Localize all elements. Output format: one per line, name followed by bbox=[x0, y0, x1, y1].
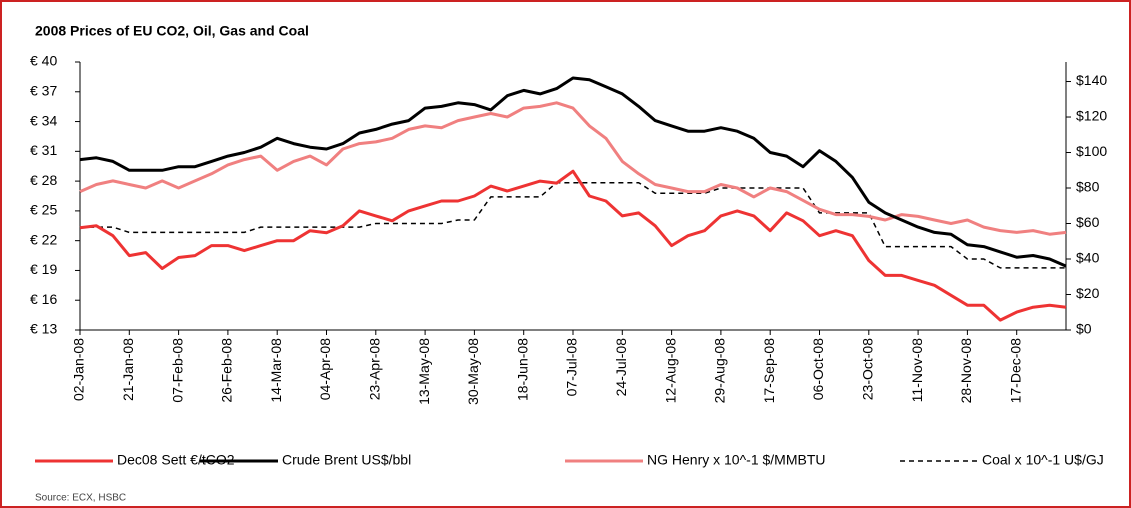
x-tick-label: 06-Oct-08 bbox=[810, 338, 826, 400]
x-tick-label: 13-May-08 bbox=[416, 338, 432, 405]
y-tick-label: € 34 bbox=[30, 112, 57, 128]
y2-tick-label: $100 bbox=[1076, 143, 1107, 159]
y2-tick-label: $60 bbox=[1076, 214, 1100, 230]
x-tick-label: 11-Nov-08 bbox=[909, 338, 925, 403]
x-tick-label: 18-Jun-08 bbox=[514, 338, 530, 401]
source: Source: ECX, HSBC bbox=[35, 493, 126, 504]
y2-tick-label: $20 bbox=[1076, 285, 1100, 301]
y-tick-label: € 40 bbox=[30, 53, 57, 69]
legend-label: Dec08 Sett €/tCO2 bbox=[117, 452, 235, 468]
x-tick-label: 02-Jan-08 bbox=[71, 338, 87, 401]
series-line bbox=[79, 169, 1067, 322]
y-tick-label: € 37 bbox=[30, 82, 57, 98]
x-tick-label: 30-May-08 bbox=[465, 338, 481, 405]
x-tick-label: 29-Aug-08 bbox=[712, 338, 728, 404]
y-tick-label: € 19 bbox=[30, 261, 57, 277]
y2-tick-label: $40 bbox=[1076, 250, 1100, 266]
legend-label: Coal x 10^-1 U$/GJ bbox=[982, 452, 1104, 468]
y2-tick-label: $0 bbox=[1076, 321, 1092, 337]
legend-label: NG Henry x 10^-1 $/MMBTU bbox=[647, 452, 826, 468]
series-line bbox=[80, 181, 1066, 269]
x-tick-label: 04-Apr-08 bbox=[317, 338, 333, 400]
x-tick-label: 12-Aug-08 bbox=[662, 338, 678, 404]
y-tick-label: € 13 bbox=[30, 321, 57, 337]
y-tick-label: € 28 bbox=[30, 172, 57, 188]
y2-tick-label: $120 bbox=[1076, 108, 1107, 124]
y-tick-label: € 16 bbox=[30, 291, 57, 307]
x-tick-label: 07-Jul-08 bbox=[564, 338, 580, 397]
x-tick-label: 23-Apr-08 bbox=[367, 338, 383, 400]
x-tick-label: 14-Mar-08 bbox=[268, 338, 284, 403]
x-tick-label: 26-Feb-08 bbox=[219, 338, 235, 403]
x-tick-label: 23-Oct-08 bbox=[860, 338, 876, 400]
series-line bbox=[79, 101, 1067, 236]
y2-tick-label: $80 bbox=[1076, 179, 1100, 195]
y-tick-label: € 22 bbox=[30, 231, 57, 247]
y-tick-label: € 25 bbox=[30, 202, 57, 218]
x-tick-label: 07-Feb-08 bbox=[169, 338, 185, 403]
x-tick-label: 17-Dec-08 bbox=[1007, 338, 1023, 404]
y-tick-label: € 31 bbox=[30, 142, 57, 158]
x-tick-label: 21-Jan-08 bbox=[120, 338, 136, 401]
y2-tick-label: $140 bbox=[1076, 72, 1107, 88]
series-line bbox=[79, 76, 1067, 268]
chart-title: 2008 Prices of EU CO2, Oil, Gas and Coal bbox=[35, 23, 309, 39]
x-tick-label: 28-Nov-08 bbox=[958, 338, 974, 404]
x-tick-label: 17-Sep-08 bbox=[761, 338, 777, 404]
x-tick-label: 24-Jul-08 bbox=[613, 338, 629, 397]
legend-label: Crude Brent US$/bbl bbox=[282, 452, 411, 468]
